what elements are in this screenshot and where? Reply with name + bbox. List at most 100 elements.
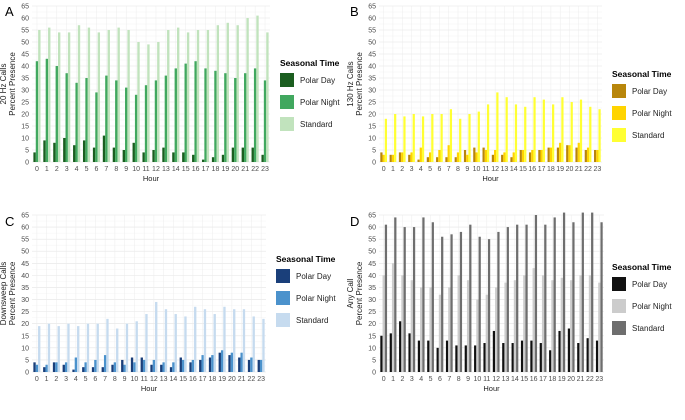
x-tick-label: 22 bbox=[584, 166, 592, 173]
x-tick-label: 18 bbox=[212, 166, 220, 173]
x-tick-label: 14 bbox=[169, 376, 177, 383]
bar-polar-night-hour-9 bbox=[125, 87, 128, 162]
bar-polar-day-hour-20 bbox=[231, 147, 235, 162]
bar-standard-hour-23 bbox=[600, 222, 603, 372]
bar-polar-day-hour-19 bbox=[558, 330, 561, 372]
bar-polar-night-hour-10 bbox=[134, 94, 138, 162]
bar-standard-hour-4 bbox=[421, 116, 425, 162]
bar-standard-hour-14 bbox=[516, 224, 519, 372]
bar-polar-night-hour-10 bbox=[476, 299, 479, 372]
bar-polar-night-hour-1 bbox=[45, 364, 48, 372]
bar-standard-hour-15 bbox=[524, 106, 527, 162]
bar-standard-hour-12 bbox=[497, 231, 500, 372]
bar-polar-night-hour-3 bbox=[64, 362, 68, 372]
x-tick-label: 16 bbox=[189, 376, 197, 383]
x-tick-label: 6 bbox=[437, 166, 441, 173]
bar-polar-night-hour-20 bbox=[234, 78, 237, 162]
bar-standard-hour-5 bbox=[431, 114, 434, 162]
x-tick-label: 1 bbox=[391, 166, 395, 173]
bar-polar-night-hour-2 bbox=[401, 275, 404, 372]
legend-swatch-polar-day bbox=[280, 73, 294, 87]
bar-polar-night-hour-8 bbox=[115, 80, 118, 162]
y-tick-label: 65 bbox=[21, 213, 29, 220]
x-tick-label: 21 bbox=[577, 376, 585, 383]
legend-label: Standard bbox=[632, 324, 664, 333]
bar-polar-day-hour-17 bbox=[199, 359, 202, 372]
bar-polar-night-hour-13 bbox=[504, 282, 507, 372]
bar-standard-hour-11 bbox=[487, 239, 491, 372]
bar-polar-day-hour-16 bbox=[528, 152, 532, 162]
bar-polar-day-hour-10 bbox=[132, 142, 135, 162]
bar-polar-day-hour-9 bbox=[463, 150, 467, 162]
bar-standard-hour-17 bbox=[542, 99, 545, 162]
panel-label: D bbox=[350, 214, 359, 229]
bar-polar-night-hour-5 bbox=[85, 78, 88, 162]
bar-polar-day-hour-20 bbox=[228, 355, 231, 372]
bar-polar-day-hour-0 bbox=[380, 335, 383, 372]
x-tick-label: 16 bbox=[528, 166, 536, 173]
bar-standard-hour-20 bbox=[236, 25, 239, 163]
bar-polar-night-hour-11 bbox=[485, 294, 488, 372]
x-tick-label: 7 bbox=[447, 166, 451, 173]
bar-polar-day-hour-9 bbox=[122, 150, 126, 162]
y-axis-title-line1: Any Call bbox=[346, 278, 355, 308]
bar-polar-night-hour-17 bbox=[540, 150, 543, 162]
bar-polar-night-hour-21 bbox=[577, 142, 580, 162]
x-tick-label: 9 bbox=[465, 166, 469, 173]
bar-polar-day-hour-0 bbox=[33, 152, 36, 162]
bar-polar-day-hour-6 bbox=[92, 147, 96, 162]
bar-polar-day-hour-3 bbox=[408, 154, 411, 162]
x-tick-label: 13 bbox=[162, 166, 170, 173]
bar-standard-hour-10 bbox=[135, 321, 138, 372]
y-tick-label: 50 bbox=[21, 40, 29, 47]
bar-standard-hour-23 bbox=[262, 318, 265, 372]
x-tick-label: 19 bbox=[558, 376, 566, 383]
y-axis-title-line2: Percent Presence bbox=[355, 261, 364, 325]
bar-standard-hour-13 bbox=[167, 30, 170, 162]
bar-standard-hour-20 bbox=[233, 309, 236, 372]
bar-polar-day-hour-1 bbox=[389, 154, 392, 162]
bar-polar-night-hour-16 bbox=[531, 150, 534, 162]
bar-standard-hour-13 bbox=[505, 97, 508, 162]
y-tick-label: 35 bbox=[21, 285, 29, 292]
bar-polar-night-hour-15 bbox=[181, 359, 185, 372]
x-tick-label: 13 bbox=[501, 166, 509, 173]
y-axis-title-line2: Percent Presence bbox=[8, 52, 17, 116]
x-tick-label: 4 bbox=[419, 376, 423, 383]
x-tick-label: 14 bbox=[511, 376, 519, 383]
x-tick-label: 9 bbox=[466, 376, 470, 383]
bar-standard-hour-17 bbox=[206, 30, 210, 162]
bar-polar-night-hour-17 bbox=[204, 68, 207, 162]
bar-polar-day-hour-22 bbox=[584, 150, 587, 162]
x-tick-label: 3 bbox=[410, 376, 414, 383]
bar-standard-hour-11 bbox=[486, 104, 490, 162]
bar-polar-night-hour-7 bbox=[448, 287, 451, 372]
panel-label: C bbox=[5, 214, 14, 229]
bar-polar-night-hour-6 bbox=[95, 92, 98, 162]
bar-polar-day-hour-1 bbox=[43, 140, 46, 162]
bar-polar-day-hour-19 bbox=[556, 147, 560, 162]
bar-polar-day-hour-4 bbox=[73, 145, 76, 162]
bar-polar-day-hour-1 bbox=[389, 333, 392, 372]
bar-polar-day-hour-11 bbox=[483, 343, 486, 372]
y-tick-label: 40 bbox=[21, 64, 29, 71]
y-tick-label: 60 bbox=[21, 225, 29, 232]
x-tick-label: 10 bbox=[474, 376, 482, 383]
y-tick-label: 50 bbox=[21, 249, 29, 256]
bar-standard-hour-22 bbox=[256, 15, 259, 162]
bar-polar-night-hour-11 bbox=[142, 359, 146, 372]
y-tick-label: 25 bbox=[21, 100, 29, 107]
bar-polar-night-hour-0 bbox=[35, 364, 39, 372]
bar-polar-night-hour-9 bbox=[466, 280, 470, 372]
x-tick-label: 5 bbox=[428, 166, 432, 173]
bar-polar-night-hour-12 bbox=[495, 287, 498, 372]
bar-standard-hour-21 bbox=[246, 18, 249, 162]
bar-polar-night-hour-21 bbox=[244, 73, 247, 162]
bar-standard-hour-14 bbox=[174, 314, 177, 372]
x-tick-label: 6 bbox=[438, 376, 442, 383]
bar-polar-day-hour-18 bbox=[208, 357, 212, 372]
x-tick-label: 7 bbox=[104, 166, 108, 173]
bar-standard-hour-18 bbox=[216, 25, 220, 163]
y-tick-label: 10 bbox=[21, 345, 29, 352]
